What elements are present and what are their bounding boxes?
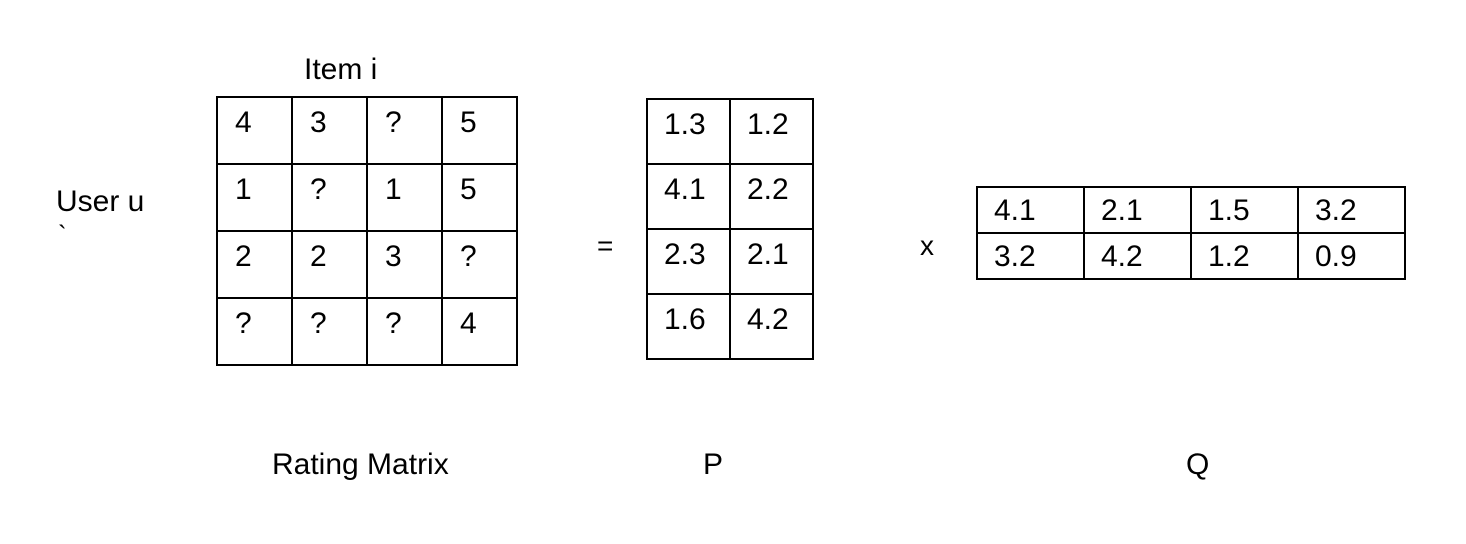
matrix-row: 2.3 2.1 [646, 228, 814, 295]
matrix-cell-value: 2.2 [747, 173, 789, 206]
matrix-cell: 1.3 [646, 98, 731, 165]
matrix-cell-value: ? [460, 240, 477, 273]
matrix-cell-value: ? [310, 307, 327, 340]
matrix-row: ??? 4 [216, 297, 518, 366]
matrix-cell-value: 1 [235, 173, 252, 206]
matrix-cell-value: 3 [310, 106, 327, 139]
matrix-row: 4 3? 5 [216, 96, 518, 165]
matrix-cell: 2.1 [1083, 186, 1192, 234]
matrix-cell-value: 4 [235, 106, 252, 139]
p-matrix-caption: P [703, 448, 724, 481]
matrix-cell-value: 4 [460, 307, 477, 340]
matrix-cell-value: ? [385, 106, 402, 139]
matrix-cell: 5 [441, 163, 518, 232]
matrix-cell: 4 [216, 96, 293, 165]
rating-matrix-caption: Rating Matrix [272, 448, 449, 481]
matrix-cell: 5 [441, 96, 518, 165]
matrix-row: 4.1 2.1 1.5 3.2 [976, 186, 1406, 234]
matrix-row: 2 2 3? [216, 230, 518, 299]
matrix-cell-value: 4.1 [994, 194, 1036, 227]
matrix-cell-value: ? [235, 307, 252, 340]
matrix-cell: 4.1 [976, 186, 1085, 234]
q-matrix-body: 4.1 2.1 1.5 3.2 3.2 4.2 1.2 0.9 [976, 186, 1406, 280]
matrix-cell: 3.2 [1297, 186, 1406, 234]
matrix-row: 1.6 4.2 [646, 293, 814, 360]
matrix-cell-value: 4.1 [664, 173, 706, 206]
matrix-cell: ? [216, 297, 293, 366]
equals-operator: = [597, 230, 614, 261]
matrix-cell: 2 [291, 230, 368, 299]
matrix-cell: 0.9 [1297, 232, 1406, 280]
matrix-cell-value: 4.2 [747, 303, 789, 336]
matrix-cell-value: 2.1 [747, 238, 789, 271]
matrix-cell: 1.5 [1190, 186, 1299, 234]
matrix-cell-value: 1.2 [1208, 240, 1250, 273]
matrix-cell: 2.1 [729, 228, 814, 295]
matrix-cell: 4 [441, 297, 518, 366]
matrix-cell-value: 2.1 [1101, 194, 1143, 227]
matrix-cell: ? [366, 297, 443, 366]
matrix-cell-value: 4.2 [1101, 240, 1143, 273]
matrix-cell: 2.3 [646, 228, 731, 295]
p-matrix-body: 1.3 1.2 4.1 2.2 2.3 2.1 1.6 4.2 [646, 98, 814, 360]
q-matrix-caption: Q [1186, 448, 1210, 481]
matrix-cell: 4.1 [646, 163, 731, 230]
matrix-cell: 3 [366, 230, 443, 299]
matrix-cell-value: 3.2 [994, 240, 1036, 273]
matrix-cell: 4.2 [729, 293, 814, 360]
matrix-cell-value: 1.3 [664, 108, 706, 141]
backtick-mark: ` [58, 220, 67, 250]
matrix-row: 3.2 4.2 1.2 0.9 [976, 232, 1406, 280]
matrix-cell: ? [441, 230, 518, 299]
matrix-cell-value: ? [310, 173, 327, 206]
matrix-cell: ? [291, 163, 368, 232]
rating-matrix: 4 3? 5 1? 1 5 2 2 3???? 4 [216, 96, 518, 366]
matrix-cell: 2.2 [729, 163, 814, 230]
matrix-cell-value: 1.6 [664, 303, 706, 336]
matrix-cell: 1.2 [729, 98, 814, 165]
matrix-cell-value: ? [385, 307, 402, 340]
user-axis-label: User u [56, 185, 145, 218]
matrix-cell: 3.2 [976, 232, 1085, 280]
matrix-cell: 1.6 [646, 293, 731, 360]
matrix-cell-value: 1.2 [747, 108, 789, 141]
matrix-cell: 1 [216, 163, 293, 232]
matrix-cell-value: 0.9 [1315, 240, 1357, 273]
matrix-cell-value: 5 [460, 106, 477, 139]
multiply-operator: x [920, 230, 934, 261]
matrix-cell: 2 [216, 230, 293, 299]
matrix-cell-value: 2 [235, 240, 252, 273]
matrix-cell-value: 1.5 [1208, 194, 1250, 227]
matrix-cell-value: 3.2 [1315, 194, 1357, 227]
p-matrix: 1.3 1.2 4.1 2.2 2.3 2.1 1.6 4.2 [646, 98, 814, 360]
matrix-cell-value: 2 [310, 240, 327, 273]
matrix-cell-value: 1 [385, 173, 402, 206]
matrix-cell: ? [366, 96, 443, 165]
matrix-row: 1? 1 5 [216, 163, 518, 232]
matrix-cell: 3 [291, 96, 368, 165]
matrix-cell: 1 [366, 163, 443, 232]
matrix-row: 1.3 1.2 [646, 98, 814, 165]
rating-matrix-body: 4 3? 5 1? 1 5 2 2 3???? 4 [216, 96, 518, 366]
item-axis-label: Item i [304, 53, 378, 86]
q-matrix: 4.1 2.1 1.5 3.2 3.2 4.2 1.2 0.9 [976, 186, 1406, 280]
matrix-row: 4.1 2.2 [646, 163, 814, 230]
matrix-cell: 1.2 [1190, 232, 1299, 280]
matrix-cell-value: 2.3 [664, 238, 706, 271]
matrix-cell: ? [291, 297, 368, 366]
matrix-cell: 4.2 [1083, 232, 1192, 280]
matrix-cell-value: 5 [460, 173, 477, 206]
matrix-cell-value: 3 [385, 240, 402, 273]
